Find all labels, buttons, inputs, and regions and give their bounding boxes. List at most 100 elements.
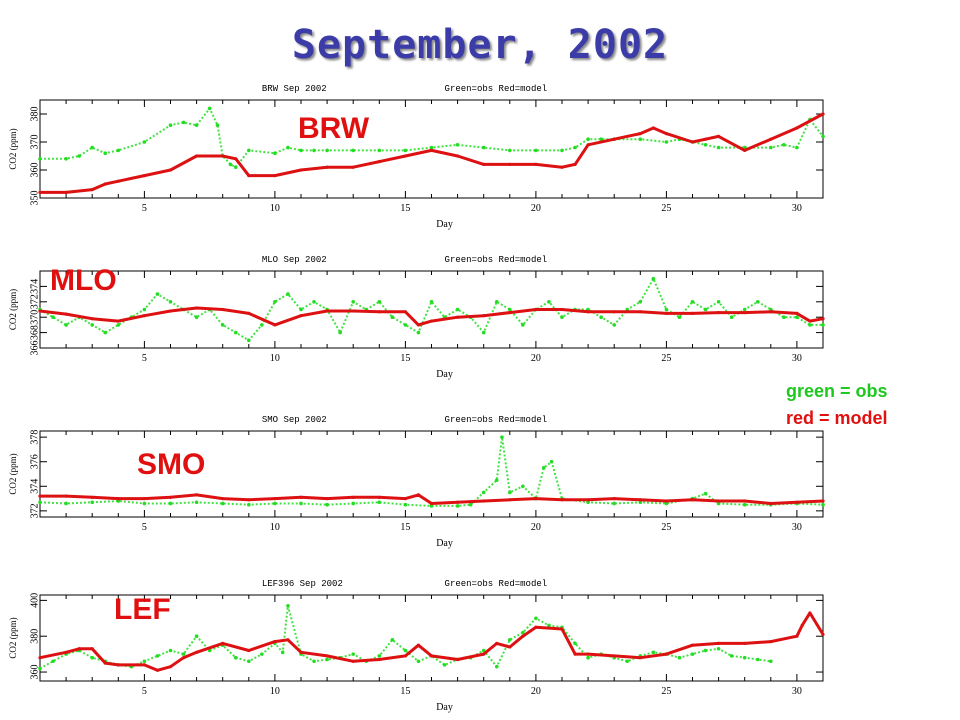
smo-obs-point bbox=[116, 499, 121, 503]
lef-model-point bbox=[286, 638, 290, 642]
lef-model-point bbox=[821, 632, 825, 637]
brw-model-point bbox=[456, 154, 460, 158]
brw-obs-point bbox=[703, 143, 708, 147]
brw-obs-point bbox=[207, 106, 212, 111]
mlo-obs-point bbox=[51, 315, 55, 320]
mlo-obs-point bbox=[521, 323, 525, 327]
mlo-obs-point bbox=[651, 276, 656, 281]
lef-obs-point bbox=[51, 659, 55, 664]
mlo-model-point bbox=[221, 307, 225, 312]
mlo-obs-point bbox=[729, 315, 734, 320]
mlo-obs-point bbox=[560, 315, 564, 320]
lef-y-tick-label: 380 bbox=[29, 629, 40, 644]
brw-model-point bbox=[743, 148, 747, 152]
brw-model-point bbox=[573, 162, 577, 166]
brw-model-point bbox=[38, 190, 42, 194]
brw-model-line bbox=[40, 112, 824, 194]
mlo-obs-point bbox=[286, 292, 290, 296]
smo-model-point bbox=[38, 494, 42, 498]
smo-model-point bbox=[168, 495, 173, 499]
smo-obs-point bbox=[351, 501, 356, 506]
mlo-obs-point bbox=[716, 300, 721, 304]
smo-obs-point bbox=[638, 500, 643, 505]
brw-obs-point bbox=[429, 145, 434, 150]
brw-obs-point bbox=[795, 145, 799, 150]
mlo-obs-point bbox=[429, 300, 434, 304]
mlo-obs-point bbox=[377, 300, 382, 304]
lef-obs-point bbox=[508, 637, 512, 642]
brw-obs-point bbox=[403, 148, 408, 153]
brw-obs-point bbox=[64, 157, 68, 161]
mlo-obs-point bbox=[116, 323, 121, 327]
lef-model-point bbox=[247, 648, 251, 653]
smo-panel-legend: Green=obs Red=model bbox=[445, 415, 548, 425]
smo-obs-point bbox=[521, 484, 525, 489]
brw-model-point bbox=[612, 137, 616, 141]
lef-x-tick-label: 15 bbox=[400, 686, 410, 697]
mlo-obs-point bbox=[403, 323, 408, 327]
legend-model: red = model bbox=[786, 408, 888, 428]
brw-model-point bbox=[221, 154, 225, 158]
smo-obs-point bbox=[481, 490, 486, 495]
brw-obs-point bbox=[716, 145, 721, 150]
mlo-obs-point bbox=[821, 323, 825, 327]
smo-model-point bbox=[456, 500, 460, 504]
lef-model-point bbox=[586, 652, 590, 656]
mlo-y-tick-label: 366 bbox=[29, 341, 40, 356]
lef-obs-point bbox=[90, 655, 94, 660]
mlo-model-point bbox=[325, 309, 329, 313]
smo-obs-point bbox=[586, 500, 590, 505]
brw-y-tick-label: 370 bbox=[29, 135, 40, 150]
brw-model-point bbox=[142, 174, 146, 178]
mlo-x-tick-label: 30 bbox=[792, 353, 802, 364]
brw-obs-point bbox=[599, 137, 603, 141]
smo-obs-point bbox=[403, 502, 408, 507]
brw-obs-point bbox=[573, 145, 577, 150]
brw-obs-point bbox=[312, 148, 316, 153]
mlo-x-tick-label: 10 bbox=[270, 353, 280, 364]
smo-model-point bbox=[795, 500, 799, 504]
brw-obs-point bbox=[194, 123, 199, 127]
smo-obs-point bbox=[168, 501, 173, 506]
lef-model-point bbox=[638, 656, 642, 660]
smo-model-line bbox=[40, 493, 824, 505]
brw-y-tick-label: 380 bbox=[29, 107, 40, 122]
brw-x-tick-label: 5 bbox=[142, 203, 147, 214]
brw-model-point bbox=[717, 134, 721, 138]
brw-model-point bbox=[247, 174, 251, 178]
smo-x-axis-label: Day bbox=[436, 538, 453, 549]
mlo-obs-point bbox=[612, 323, 616, 327]
smo-model-point bbox=[221, 496, 225, 501]
brw-obs-point bbox=[351, 148, 356, 153]
brw-model-point bbox=[508, 162, 512, 166]
mlo-obs-point bbox=[664, 307, 669, 312]
brw-obs-point bbox=[299, 148, 303, 153]
mlo-obs-point bbox=[299, 307, 303, 312]
lef-model-point bbox=[808, 611, 812, 615]
brw-station-label: BRW bbox=[298, 112, 370, 145]
smo-obs-point bbox=[716, 501, 721, 506]
smo-obs-point bbox=[142, 501, 147, 506]
mlo-model-point bbox=[299, 314, 303, 318]
mlo-model-point bbox=[560, 307, 564, 312]
lef-model-point bbox=[521, 634, 525, 638]
mlo-obs-point bbox=[638, 300, 643, 304]
mlo-model-point bbox=[168, 309, 173, 313]
brw-x-tick-label: 25 bbox=[661, 203, 671, 214]
lef-model-point bbox=[64, 650, 68, 654]
lef-model-point bbox=[142, 663, 146, 667]
lef-model-point bbox=[717, 641, 721, 645]
brw-model-point bbox=[482, 162, 486, 166]
lef-model-point bbox=[351, 659, 355, 663]
lef-obs-point bbox=[586, 655, 590, 660]
mlo-obs-point bbox=[220, 323, 225, 327]
lef-model-point bbox=[273, 639, 277, 644]
brw-panel-legend: Green=obs Red=model bbox=[445, 84, 548, 94]
brw-obs-point bbox=[228, 162, 233, 167]
smo-model-point bbox=[325, 496, 329, 501]
lef-x-tick-label: 10 bbox=[270, 686, 280, 697]
smo-model-point bbox=[690, 498, 695, 502]
mlo-model-point bbox=[508, 310, 512, 315]
brw-model-point bbox=[534, 162, 538, 166]
lef-x-tick-label: 25 bbox=[661, 686, 671, 697]
